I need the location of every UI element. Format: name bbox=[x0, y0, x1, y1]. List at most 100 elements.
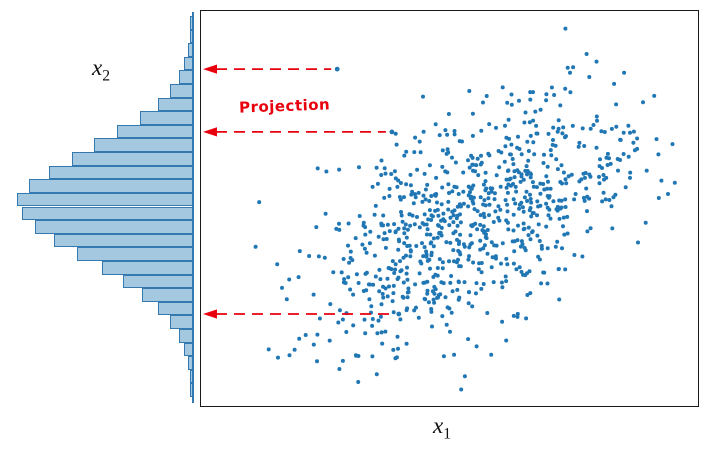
scatter-point bbox=[511, 162, 516, 167]
scatter-point bbox=[475, 227, 480, 232]
scatter-point bbox=[521, 209, 526, 214]
scatter-point bbox=[449, 310, 454, 315]
scatter-point bbox=[585, 229, 590, 234]
scatter-point bbox=[511, 261, 516, 266]
scatter-point bbox=[623, 185, 628, 190]
scatter-point bbox=[378, 314, 383, 319]
scatter-point bbox=[528, 197, 533, 201]
scatter-point bbox=[469, 194, 474, 199]
scatter-point bbox=[500, 241, 505, 246]
scatter-point bbox=[417, 271, 422, 276]
scatter-point bbox=[287, 277, 292, 282]
scatter-point bbox=[522, 195, 527, 200]
scatter-point bbox=[482, 215, 487, 219]
scatter-point bbox=[462, 280, 467, 285]
scatter-point bbox=[607, 156, 611, 161]
scatter-point bbox=[503, 198, 508, 203]
scatter-point bbox=[403, 222, 408, 227]
scatter-point bbox=[474, 344, 479, 349]
scatter-point bbox=[584, 52, 589, 56]
scatter-point bbox=[519, 239, 524, 244]
scatter-point bbox=[405, 227, 410, 232]
scatter-point bbox=[440, 185, 445, 190]
scatter-point bbox=[494, 256, 498, 261]
scatter-point bbox=[477, 261, 482, 266]
scatter-point bbox=[452, 352, 457, 357]
scatter-point bbox=[423, 187, 428, 192]
scatter-point bbox=[404, 149, 409, 154]
scatter-point bbox=[539, 281, 544, 286]
scatter-point bbox=[374, 165, 379, 170]
scatter-point bbox=[568, 70, 572, 75]
scatter-point bbox=[512, 175, 517, 180]
scatter-point bbox=[554, 157, 559, 162]
scatter-point bbox=[471, 162, 475, 167]
scatter-point bbox=[440, 266, 445, 271]
scatter-point bbox=[522, 245, 527, 250]
scatter-point bbox=[408, 223, 413, 228]
scatter-point bbox=[519, 174, 524, 179]
scatter-point bbox=[374, 372, 379, 377]
scatter-point bbox=[557, 216, 562, 221]
scatter-point bbox=[631, 140, 636, 145]
scatter-point bbox=[439, 225, 444, 230]
scatter-point bbox=[551, 199, 556, 204]
scatter-point bbox=[443, 128, 448, 133]
scatter-point bbox=[392, 222, 397, 227]
scatter-point bbox=[405, 306, 410, 311]
scatter-point bbox=[585, 209, 589, 214]
scatter-point bbox=[408, 249, 413, 254]
scatter-point bbox=[595, 118, 599, 123]
scatter-point bbox=[450, 189, 455, 194]
scatter-point bbox=[559, 205, 564, 210]
scatter-point bbox=[450, 155, 454, 160]
scatter-point bbox=[350, 258, 355, 263]
scatter-point bbox=[666, 192, 670, 196]
histogram-bar bbox=[178, 328, 193, 343]
scatter-point bbox=[461, 189, 466, 194]
scatter-point bbox=[471, 183, 476, 188]
scatter-point bbox=[391, 283, 396, 288]
scatter-point bbox=[377, 289, 382, 294]
scatter-point bbox=[511, 228, 516, 233]
scatter-point bbox=[444, 322, 449, 327]
scatter-point bbox=[563, 177, 568, 182]
scatter-point bbox=[535, 213, 539, 218]
scatter-point bbox=[618, 158, 622, 162]
scatter-point bbox=[538, 107, 543, 112]
scatter-svg bbox=[203, 26, 677, 392]
scatter-point bbox=[399, 213, 404, 218]
scatter-point bbox=[453, 160, 458, 165]
scatter-point bbox=[416, 190, 421, 195]
scatter-point bbox=[544, 201, 549, 206]
scatter-point bbox=[528, 206, 533, 210]
scatter-point bbox=[494, 243, 499, 248]
scatter-point bbox=[429, 307, 434, 311]
scatter-point bbox=[446, 182, 451, 187]
scatter-point bbox=[461, 201, 466, 206]
scatter-point bbox=[364, 288, 369, 293]
scatter-point bbox=[525, 172, 529, 177]
scatter-point bbox=[643, 220, 648, 225]
scatter-point bbox=[526, 149, 531, 153]
scatter-point bbox=[412, 222, 417, 227]
scatter-point bbox=[466, 158, 470, 163]
scatter-point bbox=[426, 217, 431, 222]
scatter-point bbox=[478, 195, 483, 200]
scatter-point bbox=[478, 247, 483, 252]
scatter-point bbox=[448, 240, 453, 245]
scatter-point bbox=[481, 100, 485, 105]
scatter-point bbox=[500, 319, 505, 324]
scatter-point bbox=[528, 192, 532, 197]
scatter-point bbox=[609, 204, 614, 209]
scatter-point bbox=[323, 211, 328, 216]
scatter-point bbox=[462, 244, 467, 249]
scatter-point bbox=[545, 164, 550, 169]
scatter-point bbox=[322, 255, 327, 260]
scatter-point bbox=[356, 380, 361, 384]
scatter-point bbox=[503, 144, 508, 149]
histogram-bar bbox=[48, 165, 193, 180]
scatter-point bbox=[479, 270, 484, 275]
scatter-point bbox=[556, 267, 561, 272]
scatter-point bbox=[383, 286, 388, 291]
